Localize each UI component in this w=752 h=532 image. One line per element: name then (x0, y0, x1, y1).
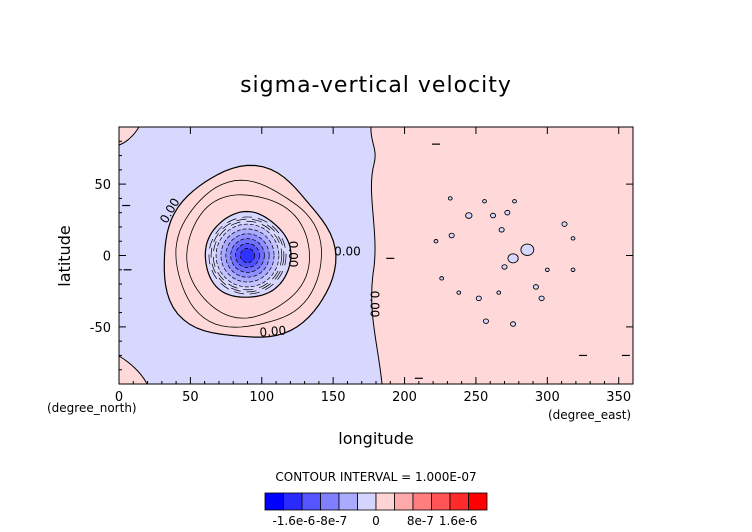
colorbar-swatch (375, 492, 395, 511)
y-ticks: -50 0 50 (90, 140, 633, 371)
small-contour (544, 267, 550, 272)
small-contour (490, 212, 497, 219)
small-contour (512, 199, 517, 204)
x-tick-label: 250 (464, 390, 489, 405)
small-contour (482, 318, 489, 324)
small-contour (561, 221, 568, 227)
dashed-contour (208, 216, 287, 295)
east-small-contours (122, 143, 630, 379)
contour-interval: CONTOUR INTERVAL = 1.000E-07 (275, 470, 476, 484)
y-units-label: (degree_north) (47, 401, 137, 415)
positive-region-east (370, 126, 634, 385)
small-contour (538, 295, 545, 302)
colorbar-swatch (449, 492, 469, 511)
small-contour (456, 290, 462, 295)
contour-ring-2 (175, 179, 322, 328)
colorbar-swatch (320, 492, 340, 511)
dashed-contour (210, 218, 285, 293)
colorbar-swatch (431, 492, 451, 511)
colorbar-label: 0 (372, 514, 380, 528)
y-tick-label: 0 (103, 250, 111, 265)
chart-title: sigma-vertical velocity (240, 73, 512, 98)
small-contour (504, 209, 511, 216)
y-axis-label: latitude (55, 225, 74, 286)
colorbar-swatch (468, 492, 488, 511)
colorbar: -1.6e-6 -8e-7 0 8e-7 1.6e-6 (264, 492, 488, 528)
core-contour (240, 248, 255, 263)
x-tick-label: 150 (321, 390, 346, 405)
colorbar-label: 8e-7 (407, 514, 434, 528)
small-contour (501, 264, 508, 270)
contour-label: 0.00 (334, 245, 361, 259)
small-contour (520, 243, 535, 256)
negative-core (208, 216, 287, 295)
x-tick-label: 200 (392, 390, 417, 405)
small-contour (496, 290, 502, 295)
colorbar-label: 1.6e-6 (439, 514, 477, 528)
small-contour (475, 295, 482, 302)
small-contour (498, 227, 505, 233)
x-ticks: 0 50 100 150 200 250 300 350 (115, 127, 631, 405)
small-contour (532, 284, 539, 290)
x-tick-label: 350 (606, 390, 631, 405)
x-axis-label: longitude (338, 429, 413, 448)
contour-label: 0.00 (367, 291, 381, 318)
contour-label: 0.00 (286, 241, 300, 268)
colorbar-swatch (357, 492, 377, 511)
contour-label: 0.00 (259, 323, 287, 339)
small-contour (465, 212, 473, 219)
colorbar-swatch (394, 492, 414, 511)
x-tick-label: 0 (115, 390, 123, 405)
small-contour (570, 267, 576, 272)
colorbar-label: -1.6e-6 (272, 514, 315, 528)
x-tick-label: 50 (182, 390, 199, 405)
small-contour (570, 236, 576, 241)
y-tick-label: 50 (94, 178, 111, 193)
y-tick-label: -50 (90, 321, 111, 336)
small-contour (447, 196, 453, 201)
small-contour (448, 232, 455, 239)
colorbar-label: -8e-7 (316, 514, 347, 528)
x-tick-label: 300 (535, 390, 560, 405)
plot-area: 0.000.000.000.000.00 (118, 126, 634, 385)
x-tick-label: 100 (249, 390, 274, 405)
colorbar-swatch (338, 492, 358, 511)
colorbar-swatch (264, 492, 284, 511)
small-contour (482, 199, 487, 204)
colorbar-swatch (412, 492, 432, 511)
x-units-label: (degree_east) (548, 408, 631, 422)
colorbar-swatch (301, 492, 321, 511)
dashed-contour (212, 220, 283, 291)
small-contour (439, 276, 445, 281)
small-contour (433, 239, 439, 244)
colorbar-swatch (283, 492, 303, 511)
small-contour (510, 321, 517, 327)
contour-ring-3 (186, 194, 310, 319)
small-contour (507, 253, 519, 264)
